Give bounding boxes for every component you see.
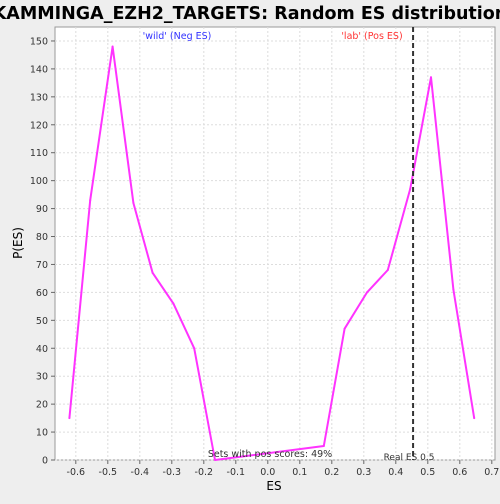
real-es-label: Real ES 0.5 bbox=[384, 453, 435, 463]
axes: 0 10 20 30 40 50 60 70 80 90 100 110 120 130 140 150 -0.… bbox=[30, 36, 499, 478]
data-point bbox=[409, 188, 412, 191]
x-tick-label: -0.5 bbox=[99, 467, 118, 478]
y-tick-label: 100 bbox=[30, 176, 48, 187]
x-tick-label: -0.2 bbox=[195, 467, 214, 478]
data-point bbox=[193, 347, 196, 350]
data-point bbox=[68, 417, 71, 420]
data-point bbox=[473, 417, 476, 420]
data-point bbox=[172, 302, 175, 305]
x-tick-label: 0.3 bbox=[356, 467, 371, 478]
data-point bbox=[214, 459, 216, 461]
neg-es-label: 'wild' (Neg ES) bbox=[143, 31, 212, 42]
series-layer bbox=[68, 45, 476, 461]
x-tick-label: 0.6 bbox=[452, 467, 467, 478]
plot-area bbox=[54, 26, 496, 461]
pos-es-label: 'lab' (Pos ES) bbox=[341, 31, 402, 42]
y-tick-label: 110 bbox=[30, 148, 48, 159]
data-point bbox=[132, 201, 135, 204]
data-point bbox=[111, 45, 114, 48]
x-axis-label: ES bbox=[266, 479, 281, 493]
y-tick-label: 120 bbox=[30, 120, 48, 131]
data-point bbox=[452, 288, 455, 291]
data-point bbox=[151, 271, 154, 274]
pos-scores-label: Sets with pos scores: 49% bbox=[208, 449, 332, 460]
data-point bbox=[430, 76, 432, 79]
series-line bbox=[68, 45, 476, 461]
x-tick-label: -0.6 bbox=[67, 467, 86, 478]
y-tick-label: 70 bbox=[36, 260, 48, 271]
y-tick-label: 150 bbox=[30, 36, 48, 47]
x-tick-label: 0.7 bbox=[484, 467, 499, 478]
data-point bbox=[322, 445, 325, 448]
x-tick-label: 0.0 bbox=[260, 467, 275, 478]
y-tick-label: 140 bbox=[30, 64, 48, 75]
data-point bbox=[366, 291, 368, 294]
grid-lines bbox=[55, 27, 495, 461]
y-tick-label: 130 bbox=[30, 92, 48, 103]
y-tick-label: 60 bbox=[36, 288, 48, 299]
y-tick-label: 50 bbox=[36, 316, 48, 327]
y-tick-label: 90 bbox=[36, 204, 48, 215]
y-tick-label: 80 bbox=[36, 232, 48, 243]
y-tick-label: 30 bbox=[36, 372, 48, 383]
x-tick-label: -0.4 bbox=[131, 467, 150, 478]
y-tick-label: 10 bbox=[36, 428, 48, 439]
y-tick-label: 0 bbox=[42, 456, 48, 467]
x-tick-label: 0.2 bbox=[324, 467, 339, 478]
x-tick-label: 0.4 bbox=[388, 467, 403, 478]
data-point bbox=[343, 327, 346, 330]
data-point bbox=[89, 199, 92, 202]
x-tick-label: 0.5 bbox=[420, 467, 435, 478]
y-tick-label: 40 bbox=[36, 344, 48, 355]
chart-title: KAMMINGA_EZH2_TARGETS: Random ES distrib… bbox=[0, 4, 500, 24]
data-point bbox=[386, 269, 389, 272]
x-tick-label: -0.3 bbox=[163, 467, 182, 478]
y-axis-label: P(ES) bbox=[11, 227, 25, 259]
x-tick-label: 0.1 bbox=[292, 467, 307, 478]
x-tick-label: -0.1 bbox=[227, 467, 246, 478]
y-tick-label: 20 bbox=[36, 400, 48, 411]
